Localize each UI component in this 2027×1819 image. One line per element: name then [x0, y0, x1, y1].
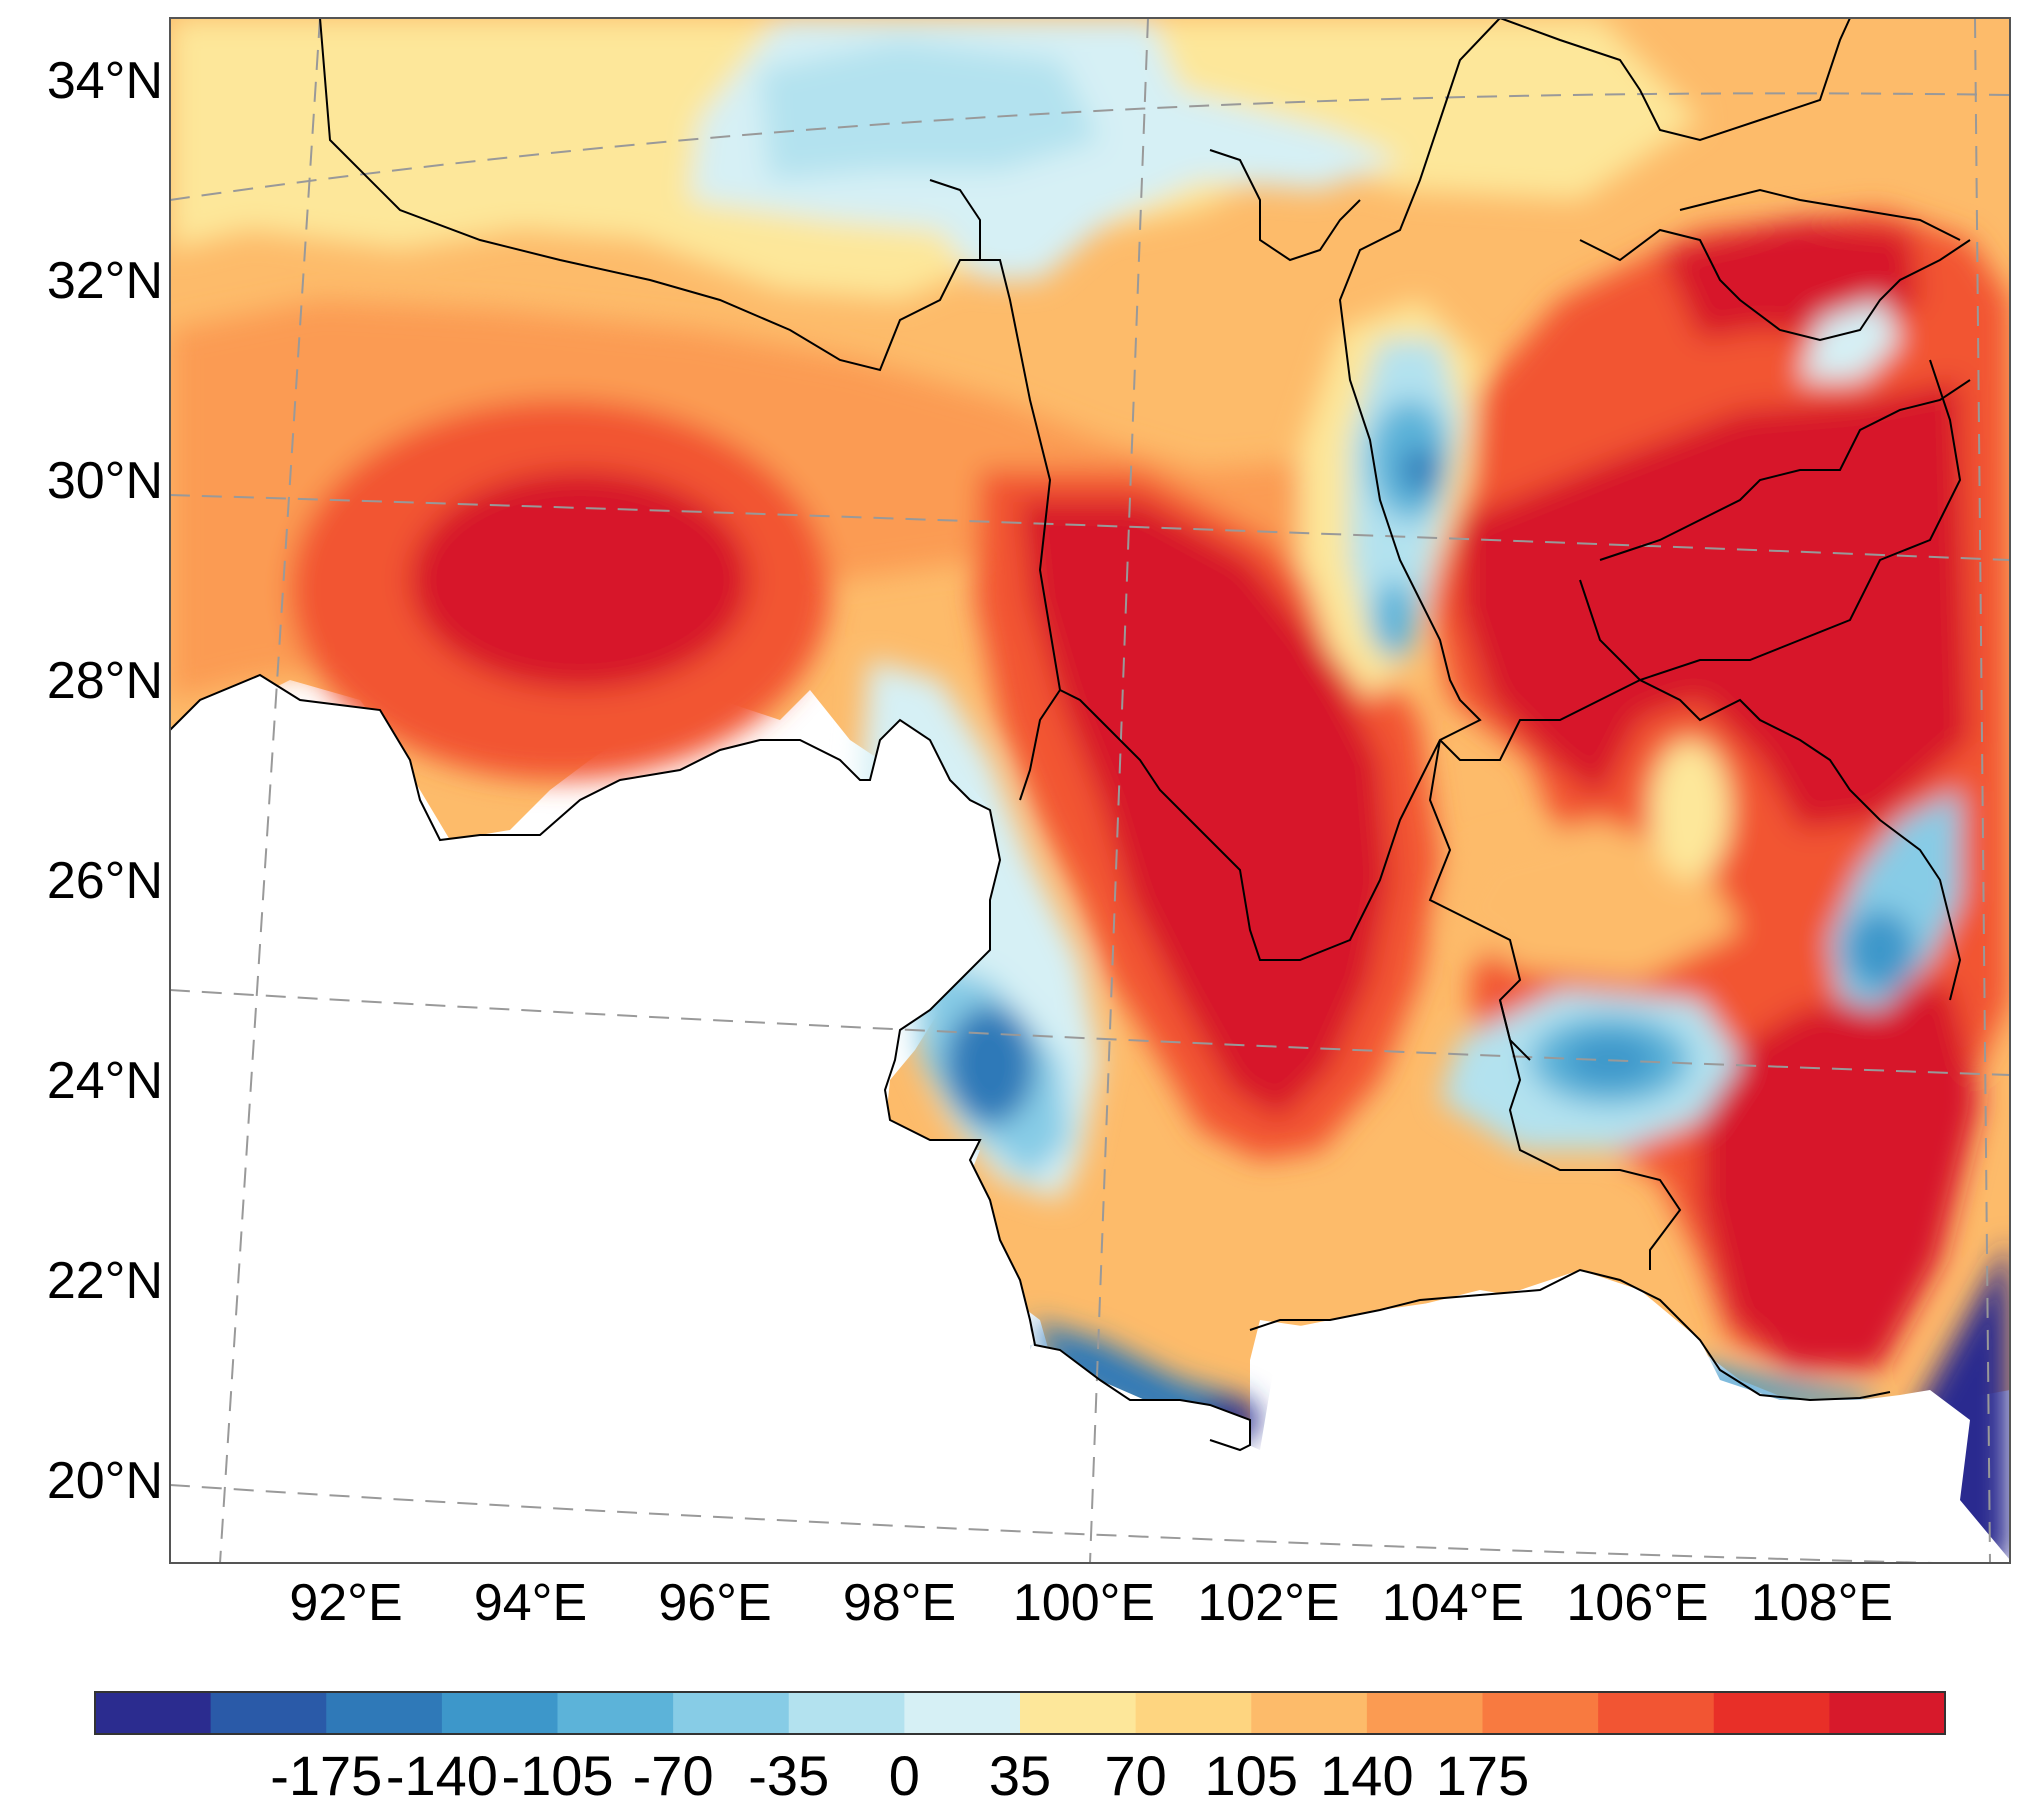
field-red-central-inner — [1020, 500, 1390, 1120]
field-blue-north — [760, 40, 1100, 180]
field-blue-edge-southeast — [1690, 1360, 1870, 1410]
latitude-label: 22°N — [47, 1252, 163, 1310]
field-blue-west-core — [945, 1005, 1035, 1125]
field-blue-east-patch — [1800, 300, 1900, 380]
colorbar-swatch — [1251, 1692, 1368, 1734]
colorbar-tick-label: 140 — [1320, 1744, 1413, 1807]
colorbar-tick-label: 35 — [989, 1744, 1051, 1807]
no-data-region — [170, 675, 2010, 1563]
colorbar-swatch — [673, 1692, 790, 1734]
colorbar-swatch — [95, 1692, 212, 1734]
latitude-label: 34°N — [47, 52, 163, 110]
colorbar-swatch — [1020, 1692, 1137, 1734]
latitude-label: 24°N — [47, 1052, 163, 1110]
field-red-west-inner — [410, 470, 750, 690]
colorbar-swatch — [326, 1692, 443, 1734]
colorbar-tick-label: -175 — [270, 1744, 382, 1807]
latitude-label: 28°N — [47, 652, 163, 710]
colorbar-swatch — [441, 1692, 558, 1734]
boundaries — [169, 17, 1971, 1452]
province-border — [1209, 149, 1361, 262]
map-frame — [169, 17, 2011, 1564]
colorbar-swatch — [557, 1692, 674, 1734]
colorbar-frame — [94, 1691, 1946, 1735]
graticule-line — [170, 989, 2010, 1076]
longitude-label: 102°E — [1197, 1574, 1339, 1632]
latitude-labels: 34°N 32°N 30°N 28°N 26°N 24°N 22°N 20°N — [47, 52, 163, 1510]
colorbar-swatch — [1135, 1692, 1252, 1734]
colorbar-tick-label: 70 — [1104, 1744, 1166, 1807]
longitude-label: 98°E — [843, 1574, 956, 1632]
province-border — [1499, 17, 1851, 142]
longitude-label: 108°E — [1751, 1574, 1893, 1632]
longitude-label: 100°E — [1013, 1574, 1155, 1632]
longitude-label: 106°E — [1566, 1574, 1708, 1632]
latitude-label: 20°N — [47, 1452, 163, 1510]
colorbar-swatch — [1366, 1692, 1483, 1734]
colorbar-tick-label: -140 — [386, 1744, 498, 1807]
colorbar: -175 -140 -105 -70 -35 0 35 70 105 140 175 — [94, 1691, 1946, 1807]
field-blue-east-core — [1845, 910, 1915, 990]
colorbar-swatch — [210, 1692, 327, 1734]
country-border — [1249, 1268, 1891, 1402]
longitude-label: 94°E — [474, 1574, 587, 1632]
province-border — [1439, 359, 1962, 761]
province-border — [1499, 999, 1682, 1270]
colorbar-labels: -175 -140 -105 -70 -35 0 35 70 105 140 175 — [270, 1744, 1529, 1807]
province-border — [1019, 689, 1061, 801]
colorbar-swatch — [904, 1692, 1021, 1734]
graticule-line — [170, 1484, 1971, 1563]
colorbar-tick-label: 105 — [1205, 1744, 1298, 1807]
colorbar-tick-label: 175 — [1436, 1744, 1529, 1807]
longitude-label: 96°E — [658, 1574, 771, 1632]
precipitation-field — [170, 18, 2010, 1563]
province-border — [1579, 579, 1962, 1001]
field-blue-tongue-core — [1402, 448, 1438, 492]
graticule-line — [219, 18, 321, 1563]
province-border — [1579, 228, 1971, 342]
graticule-line — [1974, 18, 1991, 1563]
longitude-label: 92°E — [289, 1574, 402, 1632]
longitude-labels: 92°E 94°E 96°E 98°E 100°E 102°E 104°E 106°E 108°… — [289, 1574, 1893, 1632]
latitude-label: 30°N — [47, 452, 163, 510]
colorbar-swatch — [1598, 1692, 1715, 1734]
longitude-label: 104°E — [1382, 1574, 1524, 1632]
province-border — [929, 179, 981, 260]
colorbar-tick-label: -105 — [501, 1744, 613, 1807]
country-border — [169, 673, 1251, 1452]
colorbar-tick-label: -35 — [748, 1744, 829, 1807]
colorbar-swatch — [788, 1692, 905, 1734]
province-border — [319, 17, 1501, 961]
field-red-southeast — [1700, 980, 1980, 1370]
colorbar-swatches — [95, 1692, 1946, 1734]
province-border — [1599, 379, 1971, 561]
graticule-line — [170, 92, 2010, 201]
field-blue-tongue-south — [1373, 580, 1417, 660]
map-panel — [169, 17, 2011, 1564]
field-red-east-inner — [1460, 380, 1970, 830]
colorbar-tick-label: 0 — [889, 1744, 920, 1807]
field-yellow-east-gap — [1650, 740, 1730, 880]
latitude-label: 26°N — [47, 852, 163, 910]
colorbar-tick-label: -70 — [633, 1744, 714, 1807]
colorbar-swatch — [1713, 1692, 1830, 1734]
latitude-label: 32°N — [47, 252, 163, 310]
graticule-line — [1089, 18, 1149, 1563]
colorbar-swatch — [1829, 1692, 1946, 1734]
colorbar-swatch — [1482, 1692, 1599, 1734]
province-border — [1679, 188, 1961, 241]
